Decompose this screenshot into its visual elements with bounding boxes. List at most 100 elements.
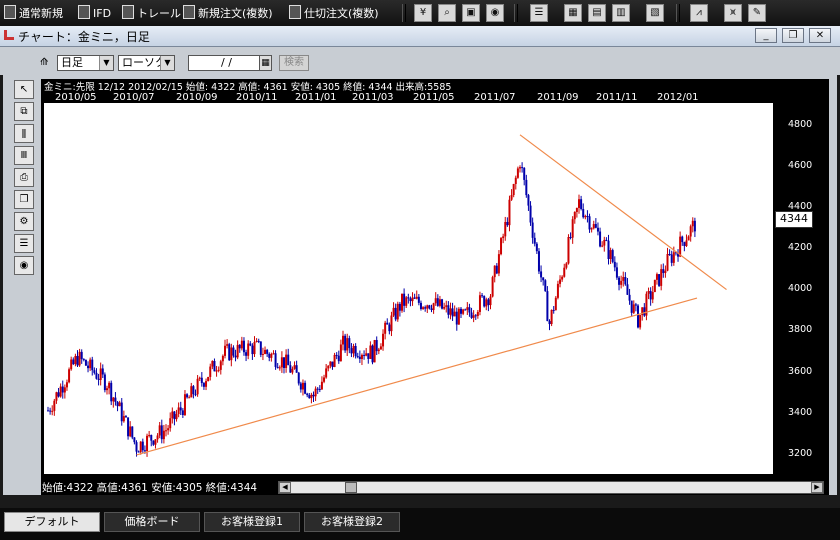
candle-body xyxy=(280,357,283,368)
tab-customer-1[interactable]: お客様登録1 xyxy=(204,512,300,532)
restore-button[interactable]: ❐ xyxy=(782,28,804,43)
candle-body xyxy=(607,240,610,259)
candle-body xyxy=(108,382,111,389)
candle-body xyxy=(679,236,682,257)
plot-area[interactable] xyxy=(44,103,773,474)
menu-new-order-label: 通常新規 xyxy=(19,7,63,20)
candle-body xyxy=(124,416,127,418)
candle-body xyxy=(618,277,621,285)
candle-body xyxy=(466,307,469,310)
candle-body xyxy=(68,369,71,383)
candle-body xyxy=(350,348,353,354)
layout5-icon[interactable]: ▧ xyxy=(646,4,664,22)
menu-ifd[interactable]: IFD xyxy=(78,5,111,21)
yen-icon[interactable]: ¥ xyxy=(414,4,432,22)
print-tool-icon[interactable]: ⎙ xyxy=(14,168,34,187)
trendline-2[interactable] xyxy=(519,134,727,291)
list-tool-icon[interactable]: ☰ xyxy=(14,234,34,253)
zoom-tool-icon[interactable]: ⧉ xyxy=(14,102,34,121)
candle-body xyxy=(493,265,496,278)
tab-price-board[interactable]: 価格ボード xyxy=(104,512,200,532)
candle-body xyxy=(535,243,538,252)
price-chart-svg xyxy=(47,134,727,457)
search-button[interactable]: 検索 xyxy=(279,55,309,71)
cursor-tool-icon[interactable]: ↖ xyxy=(14,80,34,99)
minimize-button[interactable]: _ xyxy=(755,28,777,43)
candle-body xyxy=(422,307,425,309)
candle-body xyxy=(316,388,319,390)
candle-body xyxy=(586,215,589,217)
menu-trail[interactable]: トレール xyxy=(122,5,181,21)
candle-body xyxy=(647,291,650,294)
tab-default[interactable]: デフォルト xyxy=(4,512,100,532)
candle-body xyxy=(331,361,334,367)
candle-body xyxy=(495,265,498,274)
scroll-thumb[interactable] xyxy=(345,482,357,493)
period-select[interactable]: 日足 ▼ xyxy=(57,55,114,71)
tree-icon[interactable]: ⟰ xyxy=(40,57,49,68)
menu-multi-close-order[interactable]: 仕切注文(複数) xyxy=(289,5,379,21)
candle-body xyxy=(188,397,191,399)
candle-body xyxy=(261,353,264,355)
chevron-down-icon[interactable]: ▼ xyxy=(160,56,174,70)
scroll-left-icon[interactable]: ◀ xyxy=(279,482,291,493)
layout1-icon[interactable]: ☰ xyxy=(530,4,548,22)
candle-body xyxy=(354,345,357,357)
candle-body xyxy=(613,261,616,268)
trendline-1[interactable] xyxy=(136,297,698,456)
layout4-icon[interactable]: ▥ xyxy=(612,4,630,22)
candle-body xyxy=(323,377,326,382)
copy-tool-icon[interactable]: ❐ xyxy=(14,190,34,209)
window-icon[interactable]: ▣ xyxy=(462,4,480,22)
candle-body xyxy=(93,370,96,373)
x-tick-label: 2011/11 xyxy=(596,92,638,103)
price-axis xyxy=(773,103,829,474)
layout2-icon[interactable]: ▦ xyxy=(564,4,582,22)
candle-body xyxy=(118,402,121,407)
candle-body xyxy=(516,168,519,178)
y-tick-label: 3600 xyxy=(788,366,813,377)
chart-icon[interactable]: ⩘ xyxy=(690,4,708,22)
menu-new-order[interactable]: 通常新規 xyxy=(4,5,63,21)
period-select-value: 日足 xyxy=(61,56,83,69)
candle-body xyxy=(596,227,599,232)
candle-body xyxy=(228,344,231,361)
settings-tool-icon[interactable]: ⚙ xyxy=(14,212,34,231)
candle-body xyxy=(162,430,165,440)
pen-icon[interactable]: ✎ xyxy=(748,4,766,22)
candle-body xyxy=(327,365,330,369)
candle-body xyxy=(339,344,342,362)
y-tick-label: 3400 xyxy=(788,407,813,418)
candle-body xyxy=(554,297,557,311)
menu-multi-new-order[interactable]: 新規注文(複数) xyxy=(183,5,273,21)
candle-body xyxy=(514,177,517,185)
candle-body xyxy=(224,345,226,356)
candle-body xyxy=(78,351,81,366)
circle-icon[interactable]: ◉ xyxy=(486,4,504,22)
date-input[interactable]: / / xyxy=(188,55,262,71)
search-doc-icon[interactable]: ⌕ xyxy=(438,4,456,22)
candle-body xyxy=(620,280,623,285)
chevron-down-icon[interactable]: ▼ xyxy=(99,56,113,70)
candle-body xyxy=(47,410,49,412)
candle-body xyxy=(369,345,372,359)
candle-body xyxy=(398,303,401,311)
chart2-icon[interactable]: ⩙ xyxy=(724,4,742,22)
layout3-icon[interactable]: ▤ xyxy=(588,4,606,22)
candle-body xyxy=(171,411,174,419)
tab-customer-2[interactable]: お客様登録2 xyxy=(304,512,400,532)
scroll-right-icon[interactable]: ▶ xyxy=(811,482,823,493)
chart-scrollbar[interactable]: ◀ ▶ xyxy=(278,481,824,494)
calendar-icon[interactable]: ▦ xyxy=(259,55,272,71)
bars-tool-icon[interactable]: Ⅲ xyxy=(14,146,34,165)
chart-type-select[interactable]: ローソク ▼ xyxy=(118,55,175,71)
candle-body xyxy=(344,335,347,351)
candle-body xyxy=(556,283,559,298)
candle-tool-icon[interactable]: ǁ xyxy=(14,124,34,143)
candle-body xyxy=(407,297,410,299)
candle-body xyxy=(356,356,359,358)
circle-tool-icon[interactable]: ◉ xyxy=(14,256,34,275)
candle-body xyxy=(502,236,505,239)
candle-body xyxy=(198,377,201,379)
close-button[interactable]: ✕ xyxy=(809,28,831,43)
